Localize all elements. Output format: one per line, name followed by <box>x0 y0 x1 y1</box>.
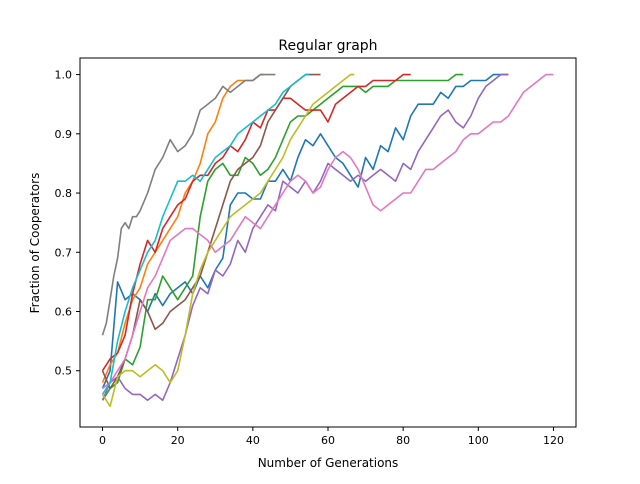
y-tick-label: 0.8 <box>55 187 73 200</box>
series-line-1 <box>101 73 509 389</box>
y-tick-label: 0.9 <box>55 128 73 141</box>
x-tick-label: 40 <box>246 434 260 447</box>
series-line-6 <box>101 73 321 390</box>
x-tick-label: 60 <box>321 434 335 447</box>
x-tick-label: 0 <box>99 434 106 447</box>
y-axis-ticks: 0.5 0.6 0.7 0.8 0.9 1.0 <box>55 69 80 378</box>
y-tick-label: 1.0 <box>55 69 73 82</box>
y-tick-label: 0.6 <box>55 306 73 319</box>
y-tick-label: 0.7 <box>55 246 73 259</box>
chart-title: Regular graph <box>278 38 377 54</box>
x-tick-label: 80 <box>396 434 410 447</box>
series-line-3 <box>101 73 464 401</box>
series-line-10 <box>101 73 310 395</box>
series-line-9 <box>101 73 355 408</box>
y-tick-label: 0.5 <box>55 365 73 378</box>
x-tick-label: 120 <box>543 434 564 447</box>
series-line-7 <box>102 73 554 390</box>
x-axis-ticks: 0 20 40 60 80 100 120 <box>99 427 564 447</box>
x-axis-label: Number of Generations <box>258 456 399 470</box>
x-tick-label: 100 <box>468 434 489 447</box>
series-layer <box>101 73 554 408</box>
series-line-4 <box>101 73 411 372</box>
series-line-8 <box>101 73 276 336</box>
x-tick-label: 20 <box>171 434 185 447</box>
y-axis-label: Fraction of Cooperators <box>28 173 42 314</box>
